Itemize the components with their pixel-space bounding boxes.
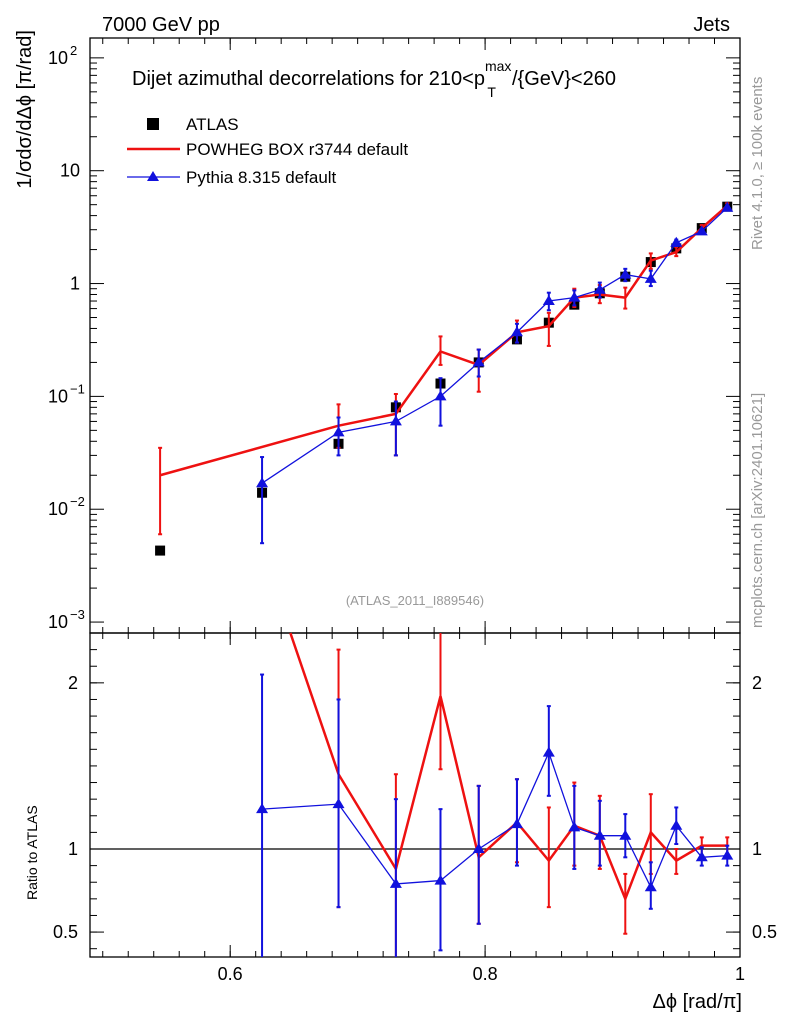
- y-tick-label: 10: [60, 161, 80, 181]
- pythia-data-point: [256, 477, 269, 488]
- pythia-ratio-point: [644, 881, 657, 892]
- ratio-tick-label-left: 0.5: [53, 922, 78, 942]
- pythia-data-point: [568, 291, 581, 302]
- y-tick-exponent: 2: [70, 43, 77, 58]
- pythia-data-point: [472, 356, 485, 367]
- pythia-data-point: [644, 272, 657, 283]
- legend: ATLAS POWHEG BOX r3744 default Pythia 8.…: [127, 115, 408, 187]
- y-tick-label: 10: [48, 499, 68, 519]
- atlas-data-point: [155, 545, 166, 556]
- pythia-ratio-line: [262, 750, 728, 889]
- pythia-ratio-point: [619, 829, 632, 840]
- pythia-ratio-point: [542, 746, 555, 757]
- pythia-ratio-point: [256, 803, 269, 814]
- main-plot-data: [155, 201, 734, 556]
- ratio-plot-data: [90, 632, 740, 957]
- pythia-ratio-point: [721, 849, 734, 860]
- header-left: 7000 GeV pp: [102, 14, 220, 36]
- x-tick-label: 0.6: [218, 964, 243, 984]
- y-tick-label: 10: [48, 48, 68, 68]
- pythia-ratio-point: [670, 819, 683, 830]
- y-tick-label: 10: [48, 612, 68, 632]
- pythia-ratio-point: [472, 843, 485, 853]
- pythia-ratio-point: [568, 821, 581, 832]
- pythia-ratio-point: [389, 877, 402, 888]
- y-tick-exponent: −3: [70, 607, 85, 622]
- y-axis-label: 1/σdσ/dΔϕ [π/rad]: [14, 30, 36, 189]
- pythia-data-point: [542, 295, 555, 306]
- pythia-ratio-point: [593, 829, 606, 840]
- pythia-ratio-point: [510, 818, 523, 829]
- pythia-series-line: [261, 207, 728, 484]
- x-tick-label: 1: [735, 964, 745, 984]
- pythia-ratio-point: [695, 851, 708, 862]
- pythia-data-point: [332, 426, 345, 437]
- ratio-tick-label-right: 1: [752, 839, 762, 859]
- analysis-id: (ATLAS_2011_I889546): [346, 593, 484, 608]
- legend-pythia-label: Pythia 8.315 default: [186, 168, 337, 187]
- ratio-tick-label-right: 0.5: [752, 922, 777, 942]
- y-tick-exponent: −2: [70, 494, 85, 509]
- ratio-tick-label-left: 2: [68, 673, 78, 693]
- rivet-label: Rivet 4.1.0, ≥ 100k events: [749, 77, 766, 250]
- x-axis-label: Δϕ [rad/π]: [653, 991, 743, 1013]
- pythia-data-point: [670, 236, 683, 247]
- powheg-series-line: [159, 204, 729, 477]
- ratio-plot-frame: [89, 632, 741, 958]
- pythia-data-point: [593, 283, 606, 294]
- pythia-data-point: [721, 201, 734, 212]
- pythia-data-point: [619, 268, 632, 279]
- pythia-data-point: [510, 326, 523, 337]
- pythia-data-point: [434, 390, 447, 401]
- header-right: Jets: [693, 14, 730, 36]
- pythia-data-point: [389, 415, 402, 426]
- legend-atlas-label: ATLAS: [186, 115, 239, 134]
- pythia-data-point: [695, 225, 708, 236]
- y-tick-label: 1: [70, 274, 80, 294]
- chart-title: Dijet azimuthal decorrelations for 210<p…: [132, 58, 616, 100]
- ratio-tick-label-right: 2: [752, 673, 762, 693]
- ratio-y-axis-label: Ratio to ATLAS: [24, 805, 40, 900]
- pythia-ratio-point: [434, 874, 447, 885]
- mcplots-label: mcplots.cern.ch [arXiv:2401.10621]: [749, 393, 766, 628]
- ratio-tick-label-left: 1: [68, 839, 78, 859]
- x-tick-label: 0.8: [473, 964, 498, 984]
- y-tick-label: 10: [48, 386, 68, 406]
- y-tick-exponent: −1: [70, 381, 85, 396]
- powheg-ratio-line: [289, 632, 728, 903]
- legend-powheg-label: POWHEG BOX r3744 default: [186, 140, 408, 159]
- legend-atlas-marker: [147, 118, 159, 130]
- legend-pythia-marker: [147, 171, 159, 181]
- pythia-ratio-point: [332, 798, 345, 809]
